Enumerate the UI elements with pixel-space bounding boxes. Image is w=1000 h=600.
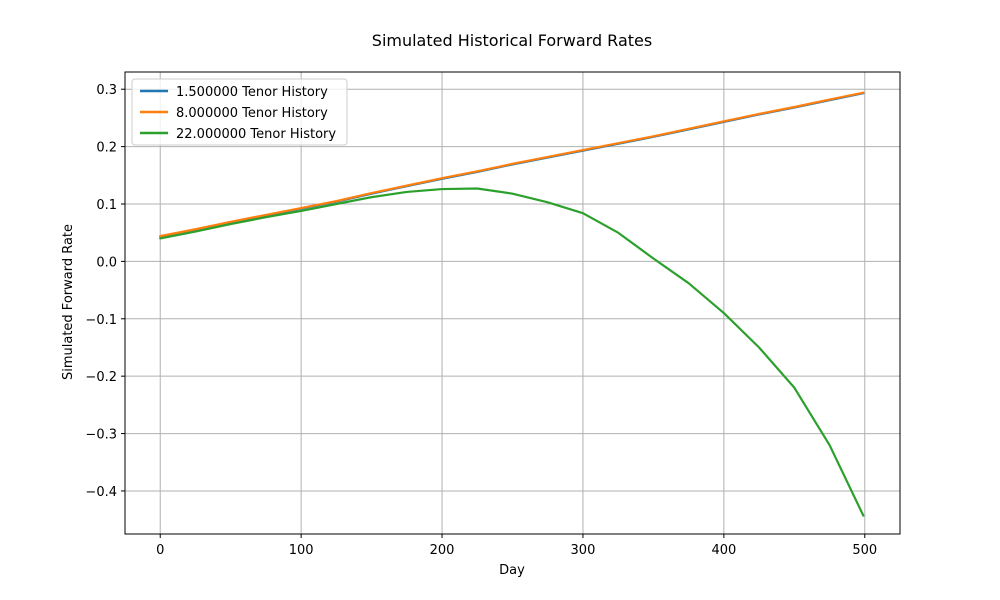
y-tick-label: 0.2	[96, 141, 117, 156]
x-tick-label: 300	[571, 543, 596, 558]
plot-area: 0 100 200 300 400 500 −0.4 −0.3 −0.2 −0.1 0.0 0.1 0.…	[85, 71, 901, 558]
y-tick-label: −0.2	[85, 370, 117, 385]
x-tick-label: 500	[852, 543, 877, 558]
x-axis-label: Day	[499, 563, 525, 578]
legend-label-1: 1.500000 Tenor History	[176, 85, 328, 100]
legend-box	[131, 78, 348, 146]
x-tick-label: 100	[289, 543, 314, 558]
plot-background	[125, 72, 900, 534]
chart-title: Simulated Historical Forward Rates	[372, 31, 652, 50]
y-axis-label: Simulated Forward Rate	[61, 224, 76, 380]
y-tick-label: −0.3	[85, 428, 117, 443]
x-tick-label: 0	[156, 543, 164, 558]
series-line-2	[159, 91, 865, 238]
legend-label-2: 8.000000 Tenor History	[176, 106, 328, 121]
series-line-3	[159, 187, 865, 517]
y-tick-label: −0.1	[85, 313, 117, 328]
y-tick-label: 0.3	[96, 83, 117, 98]
axes-frame	[124, 71, 901, 535]
y-tick-label: −0.4	[85, 485, 117, 500]
legend-label-3: 22.000000 Tenor History	[176, 127, 336, 142]
x-tick-label: 400	[711, 543, 736, 558]
y-tick-label: 0.0	[96, 255, 117, 270]
x-tick-label: 200	[430, 543, 455, 558]
y-tick-label: 0.1	[96, 198, 117, 213]
